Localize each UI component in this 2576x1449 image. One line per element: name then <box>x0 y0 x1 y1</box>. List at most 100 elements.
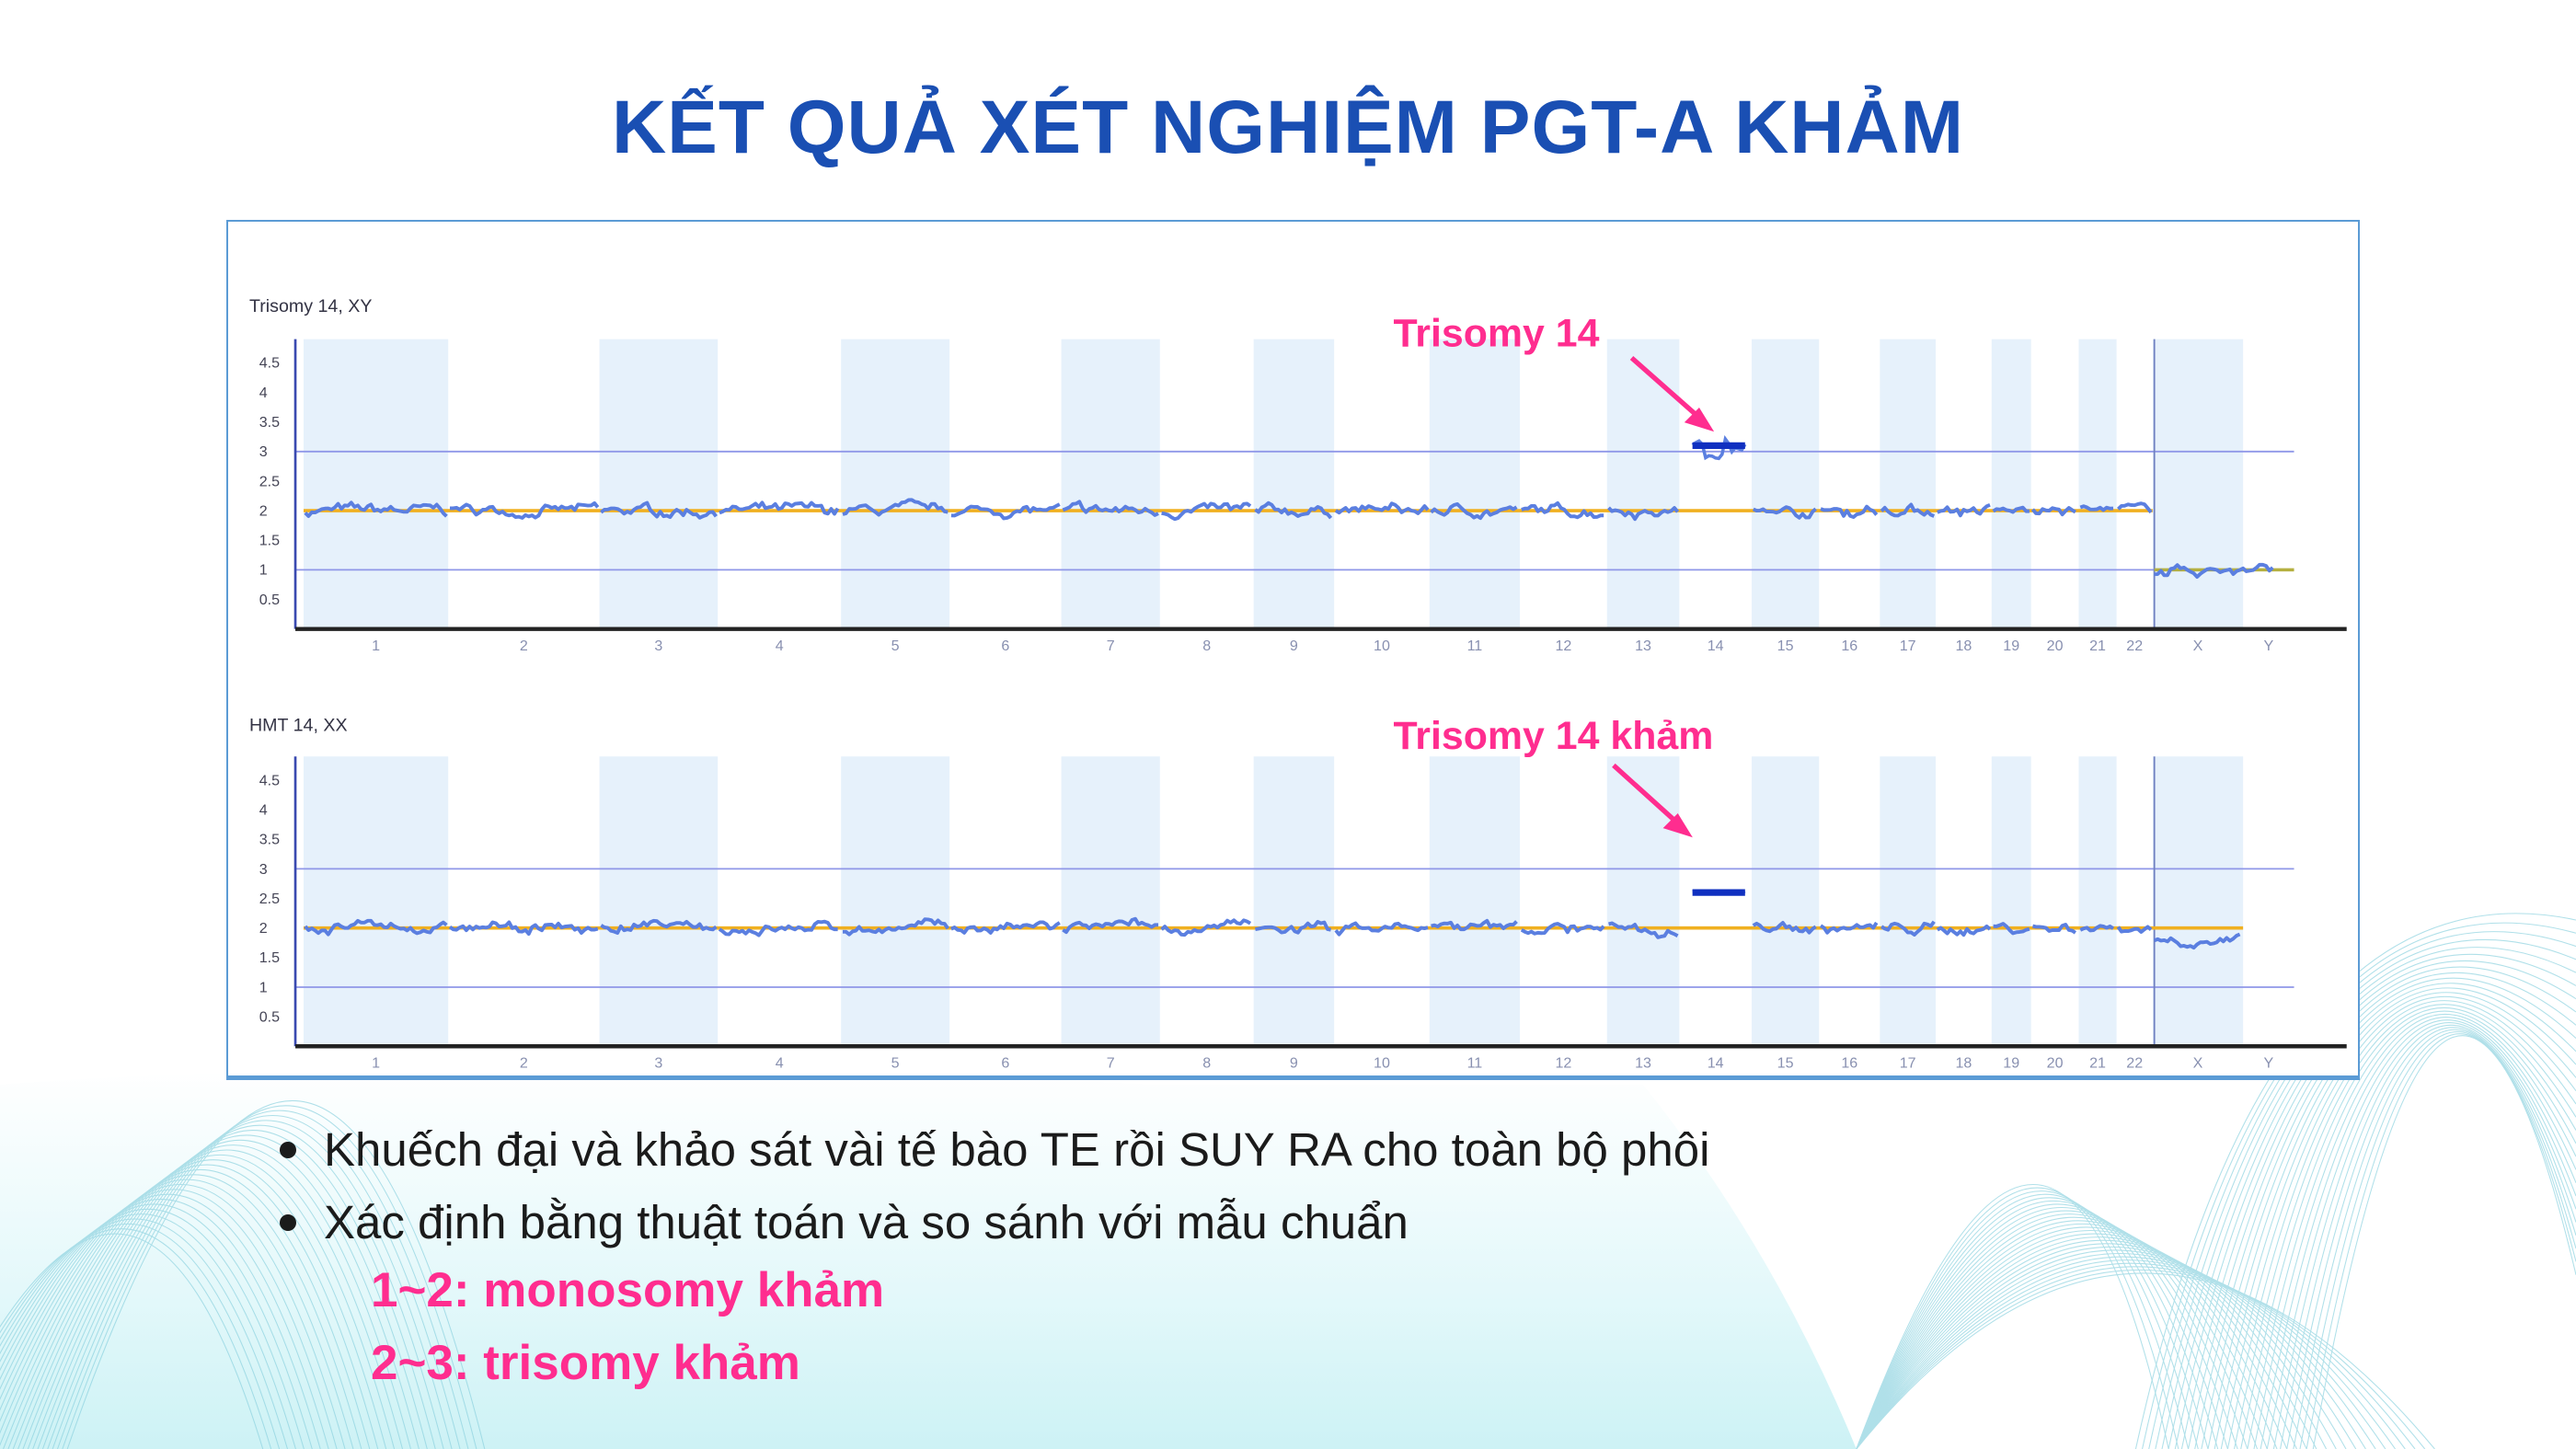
x-tick-label: 12 <box>1555 638 1571 654</box>
copy-number-trace <box>1936 924 1992 937</box>
x-tick-label: 16 <box>1841 1055 1857 1072</box>
bullet-item: Khuếch đại và khảo sát vài tế bào TE rồi… <box>276 1113 1709 1186</box>
y-tick-label: 1 <box>259 562 268 579</box>
swirl-line <box>2201 983 2576 1449</box>
copy-number-trace <box>1062 500 1159 517</box>
copy-number-trace <box>842 917 949 937</box>
annotation-arrow-icon <box>1612 763 1693 838</box>
chromosome-band <box>1606 339 1680 629</box>
copy-number-trace <box>448 920 599 937</box>
copy-number-trace <box>2154 562 2274 580</box>
x-tick-label: 19 <box>2003 638 2019 654</box>
swirl-line <box>52 1115 461 1449</box>
copy-number-trace <box>718 919 838 937</box>
swirl-line <box>0 1213 296 1449</box>
swirl-line <box>1856 1200 2219 1449</box>
y-tick-label: 2 <box>259 920 268 937</box>
x-tick-label: 5 <box>891 638 900 654</box>
x-tick-label: 3 <box>654 638 662 654</box>
copy-number-trace <box>2031 922 2076 935</box>
copy-number-trace <box>1992 505 2030 514</box>
copy-number-trace <box>1334 501 1430 515</box>
swirl-line <box>1856 1243 2347 1449</box>
page-title: KẾT QUẢ XÉT NGHIỆM PGT-A KHẢM <box>611 86 1965 169</box>
x-tick-label: 21 <box>2089 1055 2106 1072</box>
swirl-line <box>2253 1014 2576 1449</box>
copy-number-trace <box>449 500 600 520</box>
copy-number-trace <box>2030 506 2076 517</box>
swirl-line <box>1856 1252 2376 1449</box>
copy-number-trace <box>1880 920 1936 937</box>
x-tick-label: X <box>2193 1055 2203 1072</box>
swirl-line <box>1856 1184 2169 1449</box>
swirl-line <box>0 1168 371 1449</box>
copy-number-trace <box>1430 501 1518 521</box>
copy-number-trace <box>2116 925 2153 934</box>
swirl-line <box>47 1120 453 1449</box>
x-tick-label: 5 <box>891 1055 900 1072</box>
chromosome-band <box>1061 339 1160 629</box>
swirl-line <box>0 1224 281 1449</box>
y-tick-label: 3 <box>259 443 268 460</box>
chromosome-band <box>599 339 719 629</box>
swirl-line <box>32 1134 428 1449</box>
chromosome-band <box>1991 756 2031 1047</box>
swirl-line <box>37 1130 436 1449</box>
copy-number-trace <box>1255 919 1331 935</box>
swirl-line <box>0 1199 321 1449</box>
x-tick-label: 14 <box>1708 1055 1724 1072</box>
swirl-line <box>1856 1216 2268 1449</box>
copy-number-trace <box>1161 501 1252 522</box>
copy-number-trace <box>1820 504 1879 520</box>
x-tick-label: 4 <box>776 1055 784 1072</box>
x-tick-label: 15 <box>1777 638 1794 654</box>
copy-number-trace <box>1819 921 1879 935</box>
swirl-line <box>2293 1029 2576 1449</box>
copy-number-trace <box>1254 500 1333 520</box>
copy-number-trace <box>1937 503 1991 518</box>
chart-title: Trisomy 14, XY <box>249 296 372 316</box>
chromosome-band <box>2078 756 2117 1047</box>
y-tick-label: 4.5 <box>259 355 280 372</box>
copy-number-trace <box>1752 505 1817 520</box>
x-tick-label: 2 <box>520 1055 528 1072</box>
y-tick-label: 1.5 <box>259 949 280 966</box>
chromosome-band <box>841 339 950 629</box>
swirl-line <box>2240 1006 2576 1449</box>
swirl-line <box>1856 1272 2435 1449</box>
x-tick-label: 11 <box>1467 638 1483 654</box>
x-tick-label: 12 <box>1555 1055 1571 1072</box>
chromosome-band <box>2152 756 2244 1047</box>
chromosome-band <box>1751 756 1820 1047</box>
swirl-line <box>1856 1210 2248 1449</box>
y-tick-label: 4.5 <box>259 772 280 788</box>
swirl-line <box>0 1179 354 1449</box>
swirl-line <box>22 1144 411 1449</box>
x-tick-label: 20 <box>2047 1055 2064 1072</box>
chromosome-band <box>303 756 449 1047</box>
swirl-line <box>7 1159 387 1449</box>
swirl-line <box>1856 1197 2209 1449</box>
swirl-line <box>1856 1233 2317 1449</box>
x-tick-label: 1 <box>372 1055 380 1072</box>
swirl-line <box>1856 1193 2199 1449</box>
swirl-line <box>0 1184 346 1449</box>
copy-number-trace <box>2153 932 2241 950</box>
swirl-line <box>2234 1004 2576 1449</box>
swirl-line <box>17 1149 404 1449</box>
chromosome-band <box>1751 339 1820 629</box>
y-tick-label: 3.5 <box>259 414 280 431</box>
x-tick-label: X <box>2193 638 2203 654</box>
chromosome-band <box>2078 339 2117 629</box>
y-tick-label: 0.5 <box>259 1008 280 1025</box>
swirl-line <box>1856 1213 2259 1449</box>
x-tick-label: Y <box>2263 638 2273 654</box>
y-tick-label: 4 <box>259 801 268 818</box>
x-tick-label: 11 <box>1467 1055 1483 1072</box>
chart-trisomy-14-xy: Trisomy 14, XY 4.543.532.521.510.51 2 3 4 5 6… <box>249 296 2347 654</box>
swirl-line <box>56 1110 469 1449</box>
x-tick-label: 6 <box>1001 1055 1009 1072</box>
swirl-line <box>0 1189 338 1449</box>
swirl-line <box>0 1233 264 1449</box>
chromosome-band <box>1061 756 1160 1047</box>
